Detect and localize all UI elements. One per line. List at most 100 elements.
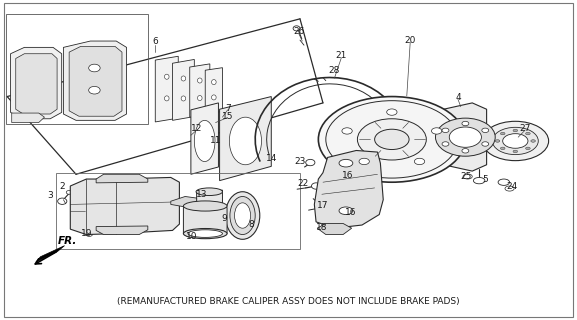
Ellipse shape xyxy=(462,121,469,126)
Ellipse shape xyxy=(339,159,353,167)
Text: 6: 6 xyxy=(152,37,158,46)
Ellipse shape xyxy=(181,76,186,81)
Ellipse shape xyxy=(442,128,449,132)
Ellipse shape xyxy=(339,207,353,215)
Ellipse shape xyxy=(89,86,100,94)
Ellipse shape xyxy=(229,117,261,165)
Ellipse shape xyxy=(86,231,93,236)
Ellipse shape xyxy=(338,212,346,217)
Ellipse shape xyxy=(319,97,466,182)
Text: 14: 14 xyxy=(265,154,277,163)
Ellipse shape xyxy=(513,129,518,132)
Ellipse shape xyxy=(339,170,348,177)
Text: FR.: FR. xyxy=(58,236,77,246)
Text: 17: 17 xyxy=(317,201,329,210)
Text: 9: 9 xyxy=(222,214,227,223)
Text: 5: 5 xyxy=(482,175,488,184)
Polygon shape xyxy=(96,226,148,235)
Polygon shape xyxy=(63,41,126,120)
Ellipse shape xyxy=(526,132,530,135)
Ellipse shape xyxy=(374,129,409,149)
Ellipse shape xyxy=(463,174,472,179)
Polygon shape xyxy=(183,206,227,234)
Ellipse shape xyxy=(230,196,255,235)
Text: 4: 4 xyxy=(455,93,460,102)
Polygon shape xyxy=(171,196,197,207)
Polygon shape xyxy=(96,174,148,183)
Polygon shape xyxy=(36,246,65,262)
Polygon shape xyxy=(12,113,44,123)
Ellipse shape xyxy=(164,96,169,101)
Polygon shape xyxy=(190,64,210,117)
Ellipse shape xyxy=(183,201,227,211)
Text: 2: 2 xyxy=(59,182,65,191)
Ellipse shape xyxy=(473,178,485,184)
Ellipse shape xyxy=(234,203,250,228)
Polygon shape xyxy=(10,47,62,119)
Text: 24: 24 xyxy=(507,181,518,190)
Text: 23: 23 xyxy=(294,157,306,166)
Ellipse shape xyxy=(197,78,202,83)
Ellipse shape xyxy=(357,119,426,160)
Ellipse shape xyxy=(196,188,223,196)
Text: 22: 22 xyxy=(298,179,309,188)
Ellipse shape xyxy=(495,140,500,142)
Polygon shape xyxy=(70,178,179,235)
Ellipse shape xyxy=(500,147,505,150)
Ellipse shape xyxy=(66,190,72,194)
Ellipse shape xyxy=(226,192,260,239)
Ellipse shape xyxy=(503,134,528,148)
Ellipse shape xyxy=(462,148,469,153)
Ellipse shape xyxy=(188,230,223,237)
Polygon shape xyxy=(317,223,351,235)
Text: 7: 7 xyxy=(225,104,230,113)
Text: 12: 12 xyxy=(191,124,203,133)
Ellipse shape xyxy=(436,118,495,156)
Text: 8: 8 xyxy=(248,220,254,228)
Text: 19: 19 xyxy=(81,229,92,238)
Ellipse shape xyxy=(513,150,518,153)
Ellipse shape xyxy=(414,158,425,164)
Polygon shape xyxy=(155,56,178,122)
Text: 26: 26 xyxy=(293,27,305,36)
Text: 27: 27 xyxy=(519,124,531,133)
Polygon shape xyxy=(69,46,122,116)
Text: 3: 3 xyxy=(47,191,53,200)
Ellipse shape xyxy=(312,183,321,189)
Text: 16: 16 xyxy=(342,171,353,180)
Ellipse shape xyxy=(293,26,300,31)
Ellipse shape xyxy=(197,95,202,100)
Polygon shape xyxy=(314,150,383,228)
Ellipse shape xyxy=(89,64,100,72)
Ellipse shape xyxy=(359,158,369,164)
Ellipse shape xyxy=(164,74,169,79)
Ellipse shape xyxy=(500,132,505,135)
Text: 13: 13 xyxy=(196,190,207,199)
Ellipse shape xyxy=(196,230,223,237)
Ellipse shape xyxy=(326,101,458,178)
Ellipse shape xyxy=(498,179,509,185)
Text: 11: 11 xyxy=(211,136,222,146)
Ellipse shape xyxy=(482,121,549,161)
Ellipse shape xyxy=(183,228,227,239)
Ellipse shape xyxy=(212,80,216,84)
Text: 18: 18 xyxy=(316,223,328,232)
Ellipse shape xyxy=(181,96,186,101)
Ellipse shape xyxy=(442,142,449,146)
Polygon shape xyxy=(220,97,271,180)
Ellipse shape xyxy=(482,142,489,146)
Ellipse shape xyxy=(387,109,397,115)
Ellipse shape xyxy=(432,128,442,134)
Ellipse shape xyxy=(505,186,514,191)
Polygon shape xyxy=(205,68,223,114)
Text: 15: 15 xyxy=(222,112,233,121)
Polygon shape xyxy=(173,60,194,120)
Text: 10: 10 xyxy=(186,232,198,241)
Text: 16: 16 xyxy=(346,208,357,217)
Ellipse shape xyxy=(531,140,535,142)
Polygon shape xyxy=(191,103,219,174)
Ellipse shape xyxy=(58,198,67,204)
Polygon shape xyxy=(16,54,57,114)
Polygon shape xyxy=(444,103,486,171)
Text: 28: 28 xyxy=(329,66,340,75)
